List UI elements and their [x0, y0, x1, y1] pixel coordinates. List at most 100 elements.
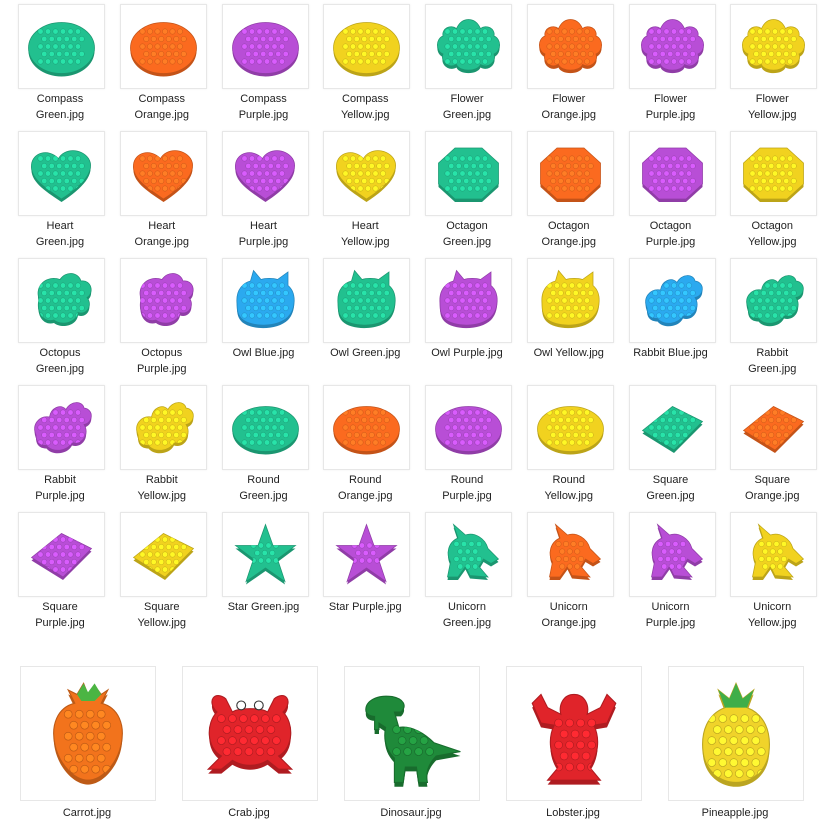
- thumbnail-image[interactable]: [730, 258, 818, 343]
- rabbit-popit-icon: [136, 402, 194, 454]
- image-tile[interactable]: Octopus Purple.jpg: [116, 254, 218, 381]
- image-tile[interactable]: Rabbit Yellow.jpg: [116, 381, 218, 508]
- large-image-tile[interactable]: Pineapple.jpg: [658, 660, 820, 825]
- thumbnail-image[interactable]: [628, 385, 716, 470]
- image-tile[interactable]: Octagon Yellow.jpg: [726, 127, 828, 254]
- thumbnail-image[interactable]: [730, 4, 818, 89]
- large-image-tile[interactable]: Dinosaur.jpg: [334, 660, 496, 825]
- thumbnail-image[interactable]: [323, 131, 411, 216]
- large-image-tile[interactable]: Crab.jpg: [172, 660, 334, 825]
- thumbnail-image[interactable]: [119, 385, 207, 470]
- heart-popit-icon: [336, 150, 397, 202]
- thumbnail-image[interactable]: [526, 385, 614, 470]
- thumbnail-image[interactable]: [18, 131, 105, 216]
- thumbnail-image[interactable]: [18, 258, 105, 343]
- thumbnail-image[interactable]: [628, 258, 716, 343]
- image-tile[interactable]: Rabbit Purple.jpg: [14, 381, 116, 508]
- thumbnail-image[interactable]: [628, 131, 716, 216]
- octagon-popit-icon: [438, 147, 499, 202]
- image-tile[interactable]: Heart Green.jpg: [14, 127, 116, 254]
- image-tile[interactable]: Flower Green.jpg: [421, 0, 523, 127]
- image-tile[interactable]: Heart Purple.jpg: [218, 127, 320, 254]
- image-tile[interactable]: Flower Purple.jpg: [625, 0, 727, 127]
- thumbnail-image[interactable]: [18, 512, 105, 597]
- thumbnail-image[interactable]: [221, 385, 309, 470]
- image-tile[interactable]: Owl Purple.jpg: [421, 254, 523, 381]
- large-image-tile[interactable]: Carrot.jpg: [10, 660, 172, 825]
- image-tile[interactable]: Unicorn Purple.jpg: [625, 508, 727, 635]
- thumbnail-image[interactable]: [221, 131, 309, 216]
- square-popit-icon: [641, 406, 703, 453]
- large-image-tile[interactable]: Lobster.jpg: [496, 660, 658, 825]
- image-tile[interactable]: Octagon Purple.jpg: [625, 127, 727, 254]
- owl-popit-icon: [439, 269, 498, 329]
- thumbnail-image[interactable]: [526, 4, 614, 89]
- image-tile[interactable]: Star Purple.jpg: [319, 508, 421, 635]
- round-popit-icon: [231, 406, 299, 455]
- image-tile[interactable]: Round Green.jpg: [218, 381, 320, 508]
- image-tile[interactable]: Flower Yellow.jpg: [726, 0, 828, 127]
- large-thumbnail-image[interactable]: [182, 666, 318, 801]
- thumbnail-image[interactable]: [526, 512, 614, 597]
- thumbnail-image[interactable]: [18, 4, 105, 89]
- image-tile[interactable]: Rabbit Blue.jpg: [625, 254, 727, 381]
- thumbnail-image[interactable]: [628, 512, 716, 597]
- image-tile[interactable]: Unicorn Yellow.jpg: [726, 508, 828, 635]
- image-tile[interactable]: Square Green.jpg: [625, 381, 727, 508]
- image-tile[interactable]: Square Yellow.jpg: [116, 508, 218, 635]
- thumbnail-image[interactable]: [425, 4, 512, 89]
- image-tile[interactable]: Round Purple.jpg: [421, 381, 523, 508]
- image-tile[interactable]: Unicorn Orange.jpg: [523, 508, 625, 635]
- thumbnail-image[interactable]: [425, 385, 512, 470]
- thumbnail-image[interactable]: [18, 385, 105, 470]
- thumbnail-image[interactable]: [526, 131, 614, 216]
- image-tile[interactable]: Owl Blue.jpg: [218, 254, 320, 381]
- thumbnail-image[interactable]: [628, 4, 716, 89]
- thumbnail-image[interactable]: [425, 512, 512, 597]
- thumbnail-image[interactable]: [119, 258, 207, 343]
- image-tile[interactable]: Compass Orange.jpg: [116, 0, 218, 127]
- image-tile[interactable]: Heart Yellow.jpg: [319, 127, 421, 254]
- thumbnail-image[interactable]: [730, 131, 818, 216]
- large-thumbnail-image[interactable]: [506, 666, 642, 801]
- thumbnail-image[interactable]: [323, 4, 411, 89]
- thumbnail-image[interactable]: [526, 258, 614, 343]
- image-tile[interactable]: Owl Yellow.jpg: [523, 254, 625, 381]
- thumbnail-image[interactable]: [221, 512, 309, 597]
- image-tile[interactable]: Octagon Green.jpg: [421, 127, 523, 254]
- image-tile[interactable]: Compass Green.jpg: [14, 0, 116, 127]
- image-tile[interactable]: Round Orange.jpg: [319, 381, 421, 508]
- thumbnail-image[interactable]: [425, 258, 512, 343]
- round-popit-icon: [333, 406, 401, 455]
- image-tile[interactable]: Owl Green.jpg: [319, 254, 421, 381]
- thumbnail-image[interactable]: [730, 385, 818, 470]
- image-tile[interactable]: Octagon Orange.jpg: [523, 127, 625, 254]
- image-tile[interactable]: Rabbit Green.jpg: [726, 254, 828, 381]
- image-tile[interactable]: Compass Purple.jpg: [218, 0, 320, 127]
- octopus-popit-icon: [139, 273, 194, 327]
- image-tile[interactable]: Unicorn Green.jpg: [421, 508, 523, 635]
- thumbnail-image[interactable]: [323, 258, 411, 343]
- thumbnail-image[interactable]: [730, 512, 818, 597]
- file-name-label: Flower Orange.jpg: [541, 93, 596, 121]
- thumbnail-image[interactable]: [323, 385, 411, 470]
- image-tile[interactable]: Heart Orange.jpg: [116, 127, 218, 254]
- image-tile[interactable]: Square Orange.jpg: [726, 381, 828, 508]
- image-tile[interactable]: Star Green.jpg: [218, 508, 320, 635]
- thumbnail-image[interactable]: [323, 512, 411, 597]
- thumbnail-image[interactable]: [425, 131, 512, 216]
- compass-popit-icon: [333, 22, 401, 77]
- image-tile[interactable]: Compass Yellow.jpg: [319, 0, 421, 127]
- thumbnail-image[interactable]: [119, 512, 207, 597]
- image-tile[interactable]: Flower Orange.jpg: [523, 0, 625, 127]
- thumbnail-image[interactable]: [221, 258, 309, 343]
- image-tile[interactable]: Square Purple.jpg: [14, 508, 116, 635]
- image-tile[interactable]: Octopus Green.jpg: [14, 254, 116, 381]
- large-thumbnail-image[interactable]: [668, 666, 804, 801]
- thumbnail-image[interactable]: [119, 4, 207, 89]
- thumbnail-image[interactable]: [119, 131, 207, 216]
- large-thumbnail-image[interactable]: [20, 666, 156, 801]
- image-tile[interactable]: Round Yellow.jpg: [523, 381, 625, 508]
- thumbnail-image[interactable]: [221, 4, 309, 89]
- large-thumbnail-image[interactable]: [344, 666, 480, 801]
